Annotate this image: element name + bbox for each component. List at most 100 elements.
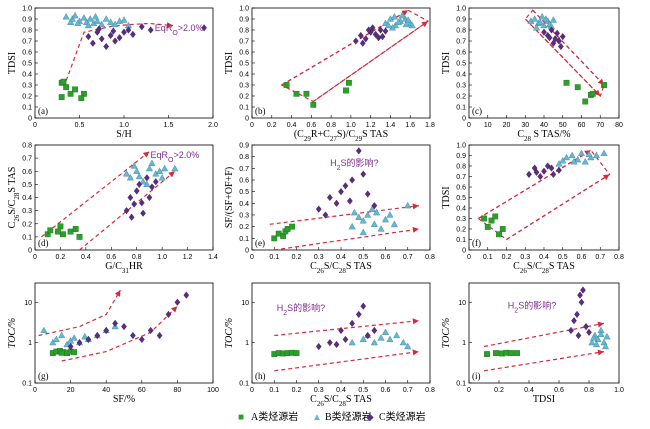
trend-arrow-line (269, 205, 419, 225)
point-type-a (574, 84, 581, 91)
trend-arrow-line (274, 228, 419, 251)
y-tick-label: 0.3 (239, 213, 249, 220)
point-type-a (78, 95, 85, 102)
point-type-c (533, 168, 540, 176)
point-type-c (327, 339, 333, 347)
x-tick-label: 1.6 (405, 122, 415, 129)
x-tick-label: 0.6 (106, 254, 116, 261)
y-tick-label: 0.1 (239, 105, 249, 112)
trend-arrow-head (401, 10, 409, 16)
point-type-a (601, 82, 607, 88)
point-type-c (138, 199, 145, 207)
point-type-b (120, 16, 128, 23)
point-type-c (136, 180, 143, 188)
point-type-b (574, 155, 582, 163)
point-type-b (80, 14, 88, 21)
point-type-b (171, 164, 179, 172)
x-tick-label: 0.2 (56, 254, 66, 261)
x-tick-label: 0 (33, 254, 37, 261)
y-tick-label: 0.9 (456, 17, 466, 24)
trend-arrow-line (478, 149, 592, 220)
point-type-a (57, 223, 64, 230)
point-type-b (588, 338, 596, 346)
x-tick-label: 20 (503, 122, 511, 129)
panel-label: (h) (255, 371, 266, 381)
y-axis-label: TOC/% (7, 318, 18, 348)
panel-label: (e) (255, 238, 265, 248)
point-type-c (147, 326, 154, 335)
point-type-b (600, 149, 608, 157)
y-tick-label: 0.1 (239, 381, 249, 388)
point-type-c (550, 39, 557, 47)
y-tick-label: 0.2 (239, 224, 249, 231)
trend-region (477, 149, 611, 241)
point-type-b (133, 167, 141, 174)
y-tick-label: 0.6 (239, 178, 249, 185)
point-type-c (327, 193, 333, 202)
x-tick-label: 0.2 (502, 254, 512, 261)
x-tick-label: 0.6 (306, 122, 316, 129)
point-type-b (350, 208, 358, 216)
point-type-c (76, 339, 83, 347)
y-tick-label: 0.7 (22, 39, 32, 46)
point-type-a (563, 79, 570, 86)
point-type-a (303, 90, 310, 97)
trend-arrow-line (312, 20, 429, 102)
point-type-b (559, 156, 567, 164)
point-type-c (546, 34, 553, 42)
y-tick-label: 0.6 (456, 185, 466, 192)
y-tick-label: 1.0 (239, 6, 249, 13)
point-type-c (556, 37, 562, 45)
x-tick-label: 0.2 (494, 387, 504, 394)
point-type-b (156, 167, 164, 174)
point-type-b (161, 164, 169, 172)
point-type-b (398, 11, 406, 19)
point-type-a (67, 90, 74, 97)
point-type-a (293, 350, 300, 357)
point-type-c (85, 335, 92, 344)
trend-arrow-line (483, 351, 605, 372)
x-tick-label: 40 (540, 122, 548, 129)
x-axis-label: S/H (116, 129, 132, 140)
point-type-b (370, 220, 378, 227)
point-type-c (147, 26, 154, 34)
point-type-b (67, 18, 75, 25)
point-type-b (386, 335, 394, 343)
annotation: EqRO>2.0% (150, 150, 199, 164)
y-tick-label: 0.6 (456, 50, 466, 57)
panels: 0 0.5 1.0 1.5 2.000.10.20.30.40.50.60.70.80.… (7, 6, 624, 409)
point-type-b (404, 16, 412, 23)
point-type-c (575, 331, 582, 340)
point-type-c (377, 26, 384, 34)
point-type-a (271, 235, 278, 242)
point-type-a (488, 217, 495, 224)
point-type-b (568, 151, 576, 159)
point-type-b (98, 20, 106, 28)
chart-b: 0 0.2 0.4 0.6 0.8 1.0 1.2 1.4 1.6 1.8 0 0.1 0.2 0.3 0.… (224, 6, 435, 144)
point-type-c (333, 199, 340, 207)
point-type-b (555, 160, 563, 167)
point-type-b (107, 18, 115, 25)
point-type-a (493, 350, 499, 357)
point-type-c (183, 291, 190, 299)
panel-label: (c) (472, 106, 482, 116)
point-type-c (360, 170, 367, 178)
point-type-b (158, 173, 166, 181)
point-type-b (102, 15, 110, 22)
chart-g: 0 20 40 60 80 100 0.1 1 10 SF/% TOC/% (g) (7, 282, 219, 405)
point-type-c (201, 24, 207, 32)
x-tick-label: 1.4 (208, 254, 218, 261)
point-type-c (123, 207, 130, 215)
point-type-c (577, 291, 583, 299)
chart-f: 0 0.1 0.2 0.3 0.4 0.5 0.6 0.7 0.8 0 0.1 0.2 0.3 0.4 0.… (441, 143, 624, 276)
x-tick-label: 1.5 (164, 122, 174, 129)
point-type-c (128, 213, 135, 221)
y-tick-label: 0.5 (22, 61, 32, 68)
x-tick-label: 0.8 (132, 254, 142, 261)
x-tick-label: 80 (615, 122, 623, 129)
trend-arrow-head (166, 22, 173, 28)
point-type-c (112, 319, 118, 327)
x-tick-label: 0.1 (483, 254, 493, 261)
plot-frame (251, 7, 431, 119)
